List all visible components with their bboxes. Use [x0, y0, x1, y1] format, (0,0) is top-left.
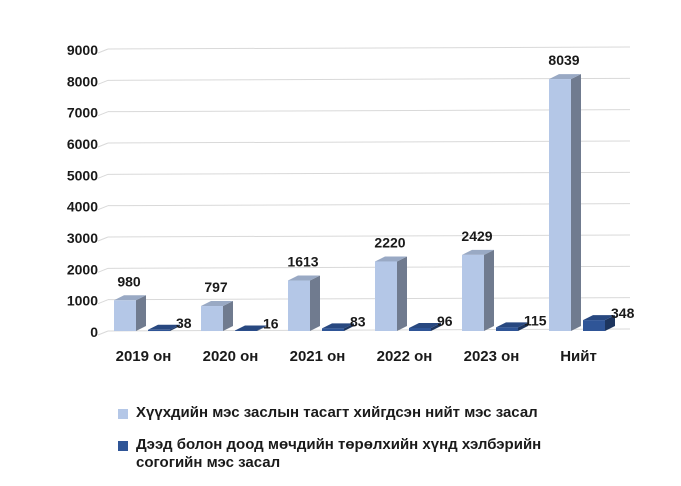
- bar-series-2: [496, 327, 518, 331]
- bar-top-s2: [148, 324, 180, 330]
- gridline: [107, 171, 631, 175]
- legend-label-series-1: Хүүхдийн мэс заслын тасагт хийгдсэн нийт…: [136, 404, 538, 421]
- x-axis-categories: 2019 он 2020 он 2021 он 2022 он 2023 он Нийт: [116, 348, 597, 365]
- bar-chart: 0 1000 2000 3000 4000 5000 6000 7000 8000 9000 98…: [67, 42, 635, 365]
- bars: [114, 74, 615, 332]
- bar-side-s2: [518, 322, 528, 331]
- y-tick-label: 0: [90, 324, 98, 340]
- data-label-s2: 96: [437, 313, 453, 329]
- y-tick-label: 1000: [67, 293, 98, 309]
- legend-swatch-series-2: [118, 441, 128, 451]
- gridline-side: [97, 48, 109, 54]
- legend-label-series-2: Дээд болон доод мөчдийн төрөлхийн хүнд х…: [136, 436, 542, 471]
- gridline-side: [97, 142, 109, 148]
- x-category-label: 2021 он: [290, 348, 346, 365]
- bar-side-s2: [344, 323, 354, 331]
- gridline: [107, 140, 631, 144]
- y-tick-label: 8000: [67, 73, 98, 89]
- data-label-s2: 83: [350, 313, 366, 329]
- gridline: [107, 234, 631, 238]
- gridlines: [97, 46, 631, 336]
- y-axis-ticks: 0 1000 2000 3000 4000 5000 6000 7000 8000 9000: [67, 42, 98, 340]
- gridline-side: [97, 299, 109, 305]
- x-category-label: 2022 он: [377, 348, 433, 365]
- bar-top-s1: [288, 275, 320, 281]
- data-label-s1: 980: [117, 273, 141, 289]
- gridline: [107, 328, 631, 332]
- bar-top-s1: [201, 301, 233, 307]
- bar-top-s1: [549, 74, 581, 80]
- gridline-side: [97, 173, 109, 179]
- gridline-side: [97, 111, 109, 117]
- bar-top-s2: [322, 323, 354, 329]
- y-tick-label: 9000: [67, 42, 98, 58]
- bar-side-s1: [571, 74, 581, 332]
- bar-series-1: [114, 300, 136, 331]
- x-category-label: 2020 он: [203, 348, 259, 365]
- y-tick-label: 3000: [67, 230, 98, 246]
- gridline-side: [97, 79, 109, 85]
- legend: Хүүхдийн мэс заслын тасагт хийгдсэн нийт…: [118, 404, 658, 486]
- bar-top-s2: [496, 322, 528, 328]
- bar-top-s1: [375, 256, 407, 262]
- gridline: [107, 297, 631, 301]
- bar-series-1: [288, 280, 310, 331]
- legend-swatch-series-1: [118, 409, 128, 419]
- bar-side-s1: [136, 295, 146, 331]
- data-label-s1: 8039: [548, 52, 579, 68]
- bar-series-2: [235, 330, 257, 331]
- y-tick-label: 5000: [67, 167, 98, 183]
- x-category-label: 2019 он: [116, 348, 172, 365]
- gridline-side: [97, 205, 109, 211]
- y-tick-label: 4000: [67, 199, 98, 215]
- bar-side-s1: [223, 301, 233, 331]
- data-label-s1: 2429: [461, 228, 492, 244]
- legend-item-series-2: Дээд болон доод мөчдийн төрөлхийн хүнд х…: [118, 436, 658, 472]
- bar-top-s1: [462, 249, 494, 255]
- bar-series-1: [462, 254, 484, 331]
- bar-side-s2: [431, 322, 441, 331]
- x-category-label: Нийт: [560, 348, 597, 365]
- y-tick-label: 2000: [67, 261, 98, 277]
- bar-series-1: [549, 79, 571, 332]
- x-category-label: 2023 он: [464, 348, 520, 365]
- bar-side-s1: [397, 256, 407, 331]
- gridline: [107, 203, 631, 207]
- data-label-s2: 348: [611, 305, 635, 321]
- data-label-s2: 16: [263, 315, 279, 331]
- bar-series-2: [322, 328, 344, 331]
- gridline-side: [97, 236, 109, 242]
- bar-series-1: [201, 306, 223, 331]
- gridline: [107, 77, 631, 81]
- bar-side-s2: [170, 324, 180, 331]
- bar-series-2: [148, 329, 170, 331]
- bar-series-2: [409, 327, 431, 331]
- bar-series-1: [375, 261, 397, 331]
- data-label-s1: 2220: [374, 234, 405, 250]
- gridline: [107, 109, 631, 113]
- data-label-s2: 38: [176, 315, 192, 331]
- bar-side-s2: [257, 325, 267, 331]
- data-label-s1: 1613: [287, 253, 318, 269]
- gridline-side: [97, 267, 109, 273]
- bar-top-s2: [583, 315, 615, 321]
- data-labels: 980 38 797 16 1613 83 2220 96 2429 115 8039 348: [117, 52, 634, 331]
- legend-item-series-1: Хүүхдийн мэс заслын тасагт хийгдсэн нийт…: [118, 404, 658, 422]
- bar-side-s1: [484, 249, 494, 331]
- gridline: [107, 265, 631, 269]
- bar-side-s1: [310, 275, 320, 331]
- bar-series-2: [583, 320, 605, 331]
- gridline-side: [97, 330, 109, 336]
- bar-top-s2: [409, 322, 441, 328]
- data-label-s2: 115: [524, 312, 547, 328]
- y-tick-label: 6000: [67, 136, 98, 152]
- bar-side-s2: [605, 315, 615, 331]
- bar-top-s1: [114, 295, 146, 301]
- gridline: [107, 46, 631, 50]
- bar-top-s2: [235, 325, 267, 331]
- y-tick-label: 7000: [67, 105, 98, 121]
- data-label-s1: 797: [204, 279, 228, 295]
